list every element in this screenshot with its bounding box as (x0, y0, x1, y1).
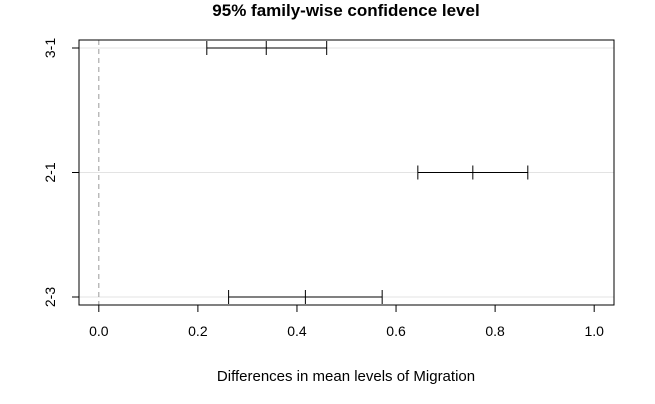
grid-layer (79, 47, 614, 298)
x-axis: 0.0 0.2 0.4 0.6 0.8 1.0 (89, 304, 604, 339)
y-tick-label: 2-3 (42, 287, 58, 307)
interval-2-1 (417, 165, 529, 180)
x-tick-label: 0.8 (485, 323, 505, 339)
x-tick-label: 1.0 (584, 323, 604, 339)
interval-2-3 (228, 290, 383, 304)
x-tick-label: 0.0 (89, 323, 109, 339)
y-tick-label: 3-1 (42, 38, 58, 58)
interval-3-1 (206, 41, 328, 55)
y-tick-label: 2-1 (42, 162, 58, 182)
x-tick-label: 0.2 (188, 323, 208, 339)
chart-title: 95% family-wise confidence level (212, 1, 479, 20)
y-axis: 3-1 2-1 2-3 (42, 38, 79, 307)
x-tick-label: 0.4 (287, 323, 307, 339)
x-tick-label: 0.6 (386, 323, 406, 339)
x-axis-label: Differences in mean levels of Migration (217, 368, 475, 385)
series-layer (206, 41, 529, 304)
